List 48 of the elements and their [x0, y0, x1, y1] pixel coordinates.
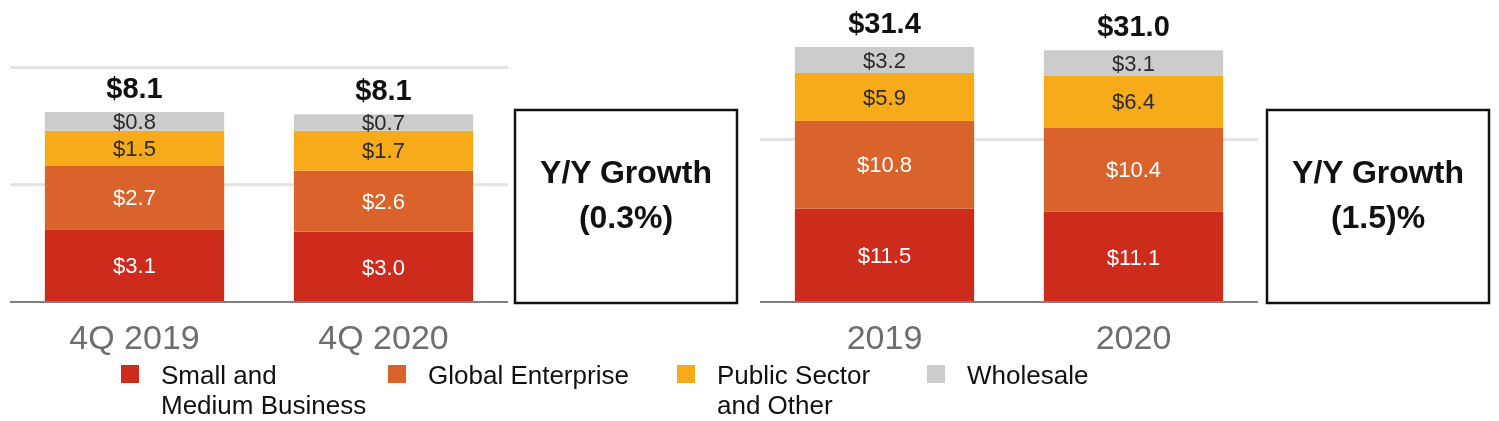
text: Y/Y Growth — [540, 154, 712, 190]
bar — [293, 170, 474, 232]
total-label: $8.1 — [355, 74, 412, 107]
data-label: $3.1 — [1112, 50, 1155, 76]
legend-label: Global Enterprise — [428, 360, 629, 390]
total-label: $8.1 — [106, 72, 163, 104]
data-label: $3.0 — [362, 254, 405, 280]
data-label: $1.5 — [113, 136, 156, 162]
data-label: $1.7 — [362, 138, 405, 164]
bar — [44, 165, 225, 230]
data-label: $6.4 — [1112, 89, 1155, 115]
bar — [44, 130, 225, 166]
bar — [794, 208, 975, 302]
bar — [1043, 211, 1224, 302]
text: (0.3%) — [578, 199, 674, 235]
data-label: $10.8 — [856, 152, 913, 178]
legend-label: Wholesale — [967, 360, 1089, 390]
data-label: $11.5 — [857, 243, 912, 268]
data-label: $10.4 — [1105, 157, 1162, 183]
bar — [794, 72, 975, 121]
total-label: $31.4 — [848, 7, 921, 39]
bar — [293, 231, 474, 302]
bar — [293, 114, 474, 131]
x-tick-label: 4Q 2019 — [69, 318, 200, 356]
bar — [1043, 75, 1224, 128]
text: Y/Y Growth — [1292, 154, 1464, 190]
legend-label: Small and Medium Business — [161, 360, 367, 420]
x-tick-label: 2020 — [1095, 318, 1172, 356]
data-label: $5.9 — [863, 84, 906, 110]
x-tick-label: 4Q 2020 — [318, 318, 449, 356]
data-label: $0.7 — [362, 110, 405, 136]
data-label: $2.7 — [113, 185, 156, 211]
bar — [794, 120, 975, 209]
data-label: $11.1 — [1106, 244, 1161, 270]
data-label: $3.1 — [113, 253, 156, 279]
total-label: $31.0 — [1097, 10, 1170, 43]
data-label: $2.6 — [362, 188, 405, 214]
bar — [794, 47, 975, 73]
legend-label: Public Sector and Other — [717, 360, 871, 420]
data-label: $0.8 — [113, 109, 156, 135]
data-label: $3.2 — [863, 47, 906, 73]
bar — [293, 130, 474, 171]
bar — [1043, 50, 1224, 76]
text: (1.5)% — [1330, 199, 1426, 235]
bar — [1043, 127, 1224, 212]
bar — [44, 112, 225, 131]
x-tick-label: 2019 — [846, 318, 923, 356]
bar — [44, 229, 225, 302]
